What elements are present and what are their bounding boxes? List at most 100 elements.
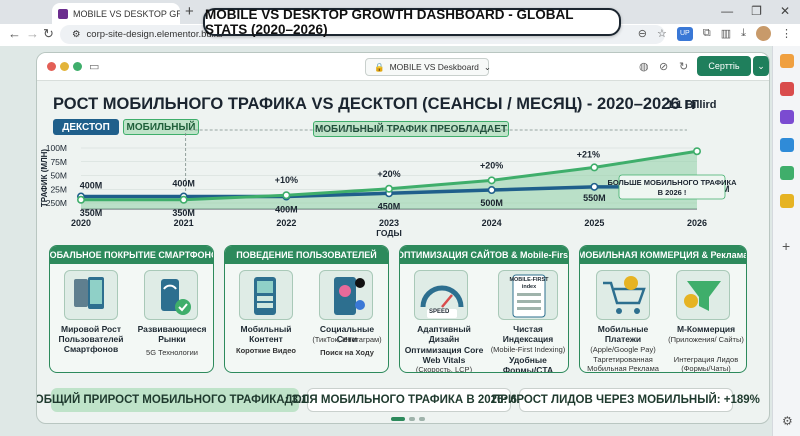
close-window-icon[interactable]: ✕ xyxy=(779,4,790,18)
x-tick-label: 2023 xyxy=(379,218,399,228)
inner-sidebar-icon[interactable]: ▭ xyxy=(89,61,100,73)
x-axis-label: ГОДЫ xyxy=(376,228,402,238)
speed-badge: SPEED xyxy=(429,309,450,315)
mobile-area xyxy=(81,151,697,209)
inner-address-bar[interactable]: 🔒 MOBILE VS Deskboard ⌄ xyxy=(365,58,491,76)
maximize-icon[interactable]: ❐ xyxy=(751,4,762,18)
x-tick-label: 2026 xyxy=(687,218,707,228)
menu-kebab-icon[interactable]: ⋮ xyxy=(781,28,792,40)
dominance-label: МОБИЛЬНЫЙ ТРАФИК ПРЕОБЛАДАЕТ xyxy=(313,121,509,137)
item-sub: Поиск на Ходу xyxy=(320,348,374,357)
inner-globe-icon[interactable]: ◍ xyxy=(639,61,649,73)
funnel-icon xyxy=(676,270,730,320)
video-phone-icon xyxy=(239,270,293,320)
browser-tab[interactable]: MOBILE VS DESKTOP GROW ✕ xyxy=(52,3,180,24)
profile-avatar[interactable] xyxy=(756,26,771,41)
side-app-icon-3[interactable] xyxy=(780,110,794,124)
site-info-icon[interactable]: ⚙ xyxy=(72,29,81,40)
data-label: 550M xyxy=(583,193,606,203)
item-label: Чистая Индексация xyxy=(502,324,554,344)
side-app-icon-2[interactable] xyxy=(780,82,794,96)
stat-share: ДОЛЯ МОБИЛЬНОГО ТРАФИКА В 2026: 67% xyxy=(285,388,533,412)
item-label: Развивающиеся Рынки xyxy=(137,324,207,344)
inner-window-chrome: ▭ 🔒 MOBILE VS Deskboard ⌄ ◍ ⊘ ↻ Серттіь … xyxy=(37,53,769,81)
dashboard-title: РОСТ МОБИЛЬНОГО ТРАФИКА VS ДЕСКТОП (СЕАН… xyxy=(53,95,698,113)
bookmark-star-icon[interactable]: ☆ xyxy=(656,28,667,40)
inner-refresh-icon[interactable]: ↻ xyxy=(679,61,689,73)
toolbar-actions: ⊖ ☆ UP ⧉ ▥ ⤓ ⋮ xyxy=(638,26,792,41)
data-label: 350M xyxy=(172,208,195,218)
side-add-icon[interactable]: + xyxy=(782,238,791,254)
index-icon: MOBILE-FIRST index xyxy=(498,270,558,320)
back-icon[interactable]: ← xyxy=(8,26,21,41)
x-tick-label: 2022 xyxy=(276,218,296,228)
side-app-icon-4[interactable] xyxy=(780,138,794,152)
minimize-icon[interactable]: — xyxy=(721,4,734,18)
item-label: Мобильный Контент xyxy=(240,324,292,344)
item-note: (Приложения/ Сайты) xyxy=(668,335,744,344)
growth-label: +21% xyxy=(577,149,600,159)
data-label: 400M xyxy=(172,179,195,189)
feature-sections: ГЛОБАЛЬНОЕ ПОКРЫТИЕ СМАРТФОНОВ Мировой Р… xyxy=(49,245,759,373)
item-label: Мобильные Платежи xyxy=(597,324,649,344)
index-badge: MOBILE-FIRST index xyxy=(509,277,549,290)
side-app-icon-6[interactable] xyxy=(780,194,794,208)
mobile-point xyxy=(384,184,393,193)
reload-icon[interactable]: ↻ xyxy=(43,26,54,41)
mobile-point xyxy=(487,176,496,185)
callout-line-1: БОЛЬШЕ МОБИЛЬНОГО ТРАФИКА xyxy=(607,178,737,187)
section-user-behavior: ПОВЕДЕНИЕ ПОЛЬЗОВАТЕЛЕЙ Мобильный Контен… xyxy=(224,245,389,373)
section-smartphone-coverage: ГЛОБАЛЬНОЕ ПОКРЫТИЕ СМАРТФОНОВ Мировой Р… xyxy=(49,245,214,373)
section-title: ОПТИМИЗАЦИЯ САЙТОВ & Mobile-First xyxy=(400,246,568,264)
y-tick-label: 50M xyxy=(50,171,67,181)
item-sub: Короткие Видео xyxy=(236,346,296,355)
item-label: М-Коммерция xyxy=(676,324,736,334)
download-icon[interactable]: ⤓ xyxy=(741,27,746,39)
new-tab-icon[interactable]: + xyxy=(185,3,194,20)
x-tick-label: 2025 xyxy=(584,218,604,228)
forward-icon[interactable]: → xyxy=(26,26,39,41)
carousel-indicator[interactable] xyxy=(391,417,425,421)
extensions-puzzle-icon[interactable]: ⧉ xyxy=(702,27,711,39)
side-panel-icon[interactable]: ▥ xyxy=(720,28,732,40)
inner-minimize-dot[interactable] xyxy=(60,62,69,71)
item-label: Социальные Сети xyxy=(319,324,375,344)
inner-link-icon[interactable]: ⊘ xyxy=(659,61,669,73)
mobile-point xyxy=(590,163,599,172)
data-label: 400M xyxy=(80,181,103,191)
legend-desktop: ДЕКСТОП xyxy=(53,119,119,135)
y-tick-label: 250M xyxy=(46,198,67,208)
overlay-title: MOBILE VS DESKTOP GROWTH DASHBOARD - GLO… xyxy=(203,7,621,37)
callout-line-2: В 2026 ! xyxy=(658,188,687,197)
browser-side-panel: + ⚙ xyxy=(772,46,800,436)
y-tick-label: 75M xyxy=(50,157,67,167)
side-app-icon-1[interactable] xyxy=(780,54,794,68)
extension-icon[interactable]: UP xyxy=(676,26,693,41)
stat-leads: ПРИРОСТ ЛИДОВ ЧЕРЕЗ МОБИЛЬНЫЙ: +189% xyxy=(492,388,760,412)
item-sub: Интеграция Лидов (Формы/Чаты) xyxy=(673,355,739,373)
x-tick-label: 2021 xyxy=(174,218,194,228)
desktop-point xyxy=(487,186,496,195)
growth-label: +20% xyxy=(480,160,503,170)
data-label: 350M xyxy=(80,208,103,218)
inner-zoom-dot[interactable] xyxy=(73,62,82,71)
growth-label: +20% xyxy=(377,169,400,179)
dashboard-card: ▭ 🔒 MOBILE VS Deskboard ⌄ ◍ ⊘ ↻ Серттіь … xyxy=(36,52,770,424)
stat-growth: ОБЩИЙ ПРИРОСТ МОБИЛЬНОГО ТРАФИКА: 3.1X xyxy=(37,388,315,412)
y-tick-label: 25M xyxy=(50,184,67,194)
item-label: Мировой Рост Пользователей Смартфонов xyxy=(58,324,124,354)
mobile-point xyxy=(179,195,188,204)
section-title: МОБИЛЬНАЯ КОММЕРЦИЯ & Реклама xyxy=(580,246,746,264)
cta-button[interactable]: Серттіь xyxy=(697,56,751,76)
phones-icon xyxy=(64,270,118,320)
zoom-icon[interactable]: ⊖ xyxy=(637,28,647,40)
item-note: (ТикТок, Инстаграм) xyxy=(312,335,382,344)
side-settings-icon[interactable]: ⚙ xyxy=(782,414,793,428)
cta-dropdown-icon[interactable]: ⌄ xyxy=(753,56,769,76)
inner-close-dot[interactable] xyxy=(47,62,56,71)
item-sub: Удобные Формы/CTA xyxy=(502,355,554,373)
side-app-icon-5[interactable] xyxy=(780,166,794,180)
dominance-bracket xyxy=(185,129,687,191)
